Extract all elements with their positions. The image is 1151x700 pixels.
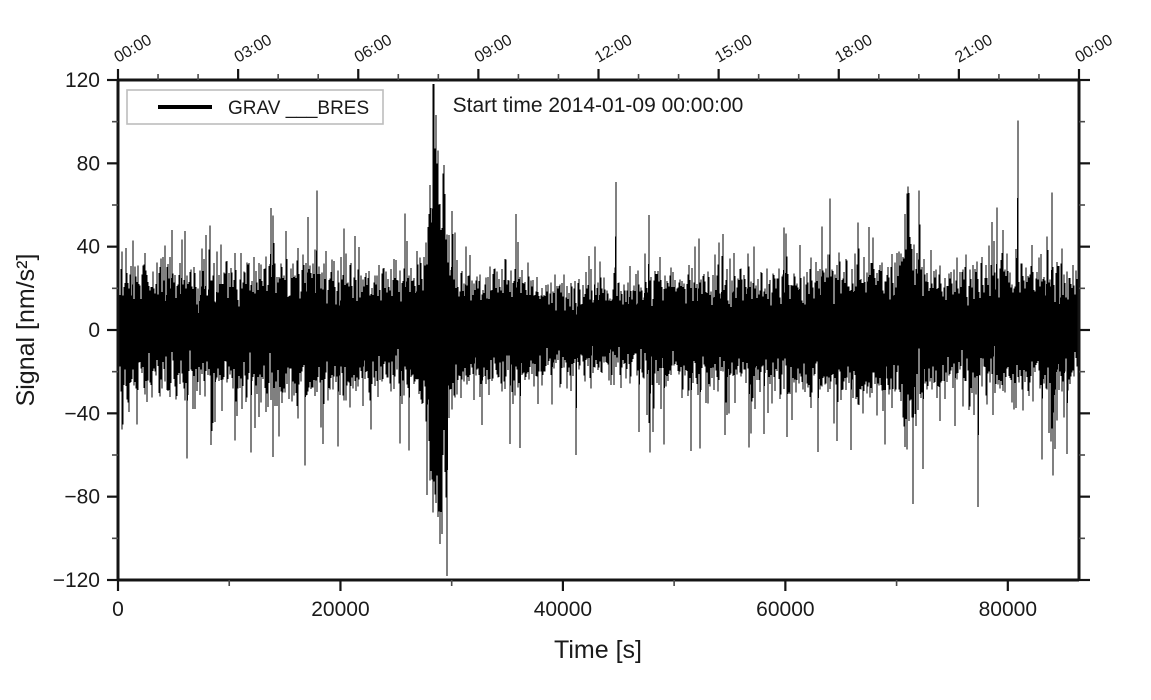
y-tick-label: −120 (53, 569, 100, 592)
y-tick-label: −40 (64, 402, 100, 425)
y-axis-right-ticks (1079, 78, 1090, 582)
x-tick-label: 0 (112, 598, 124, 621)
top-axis-ticks (116, 69, 1081, 80)
y-axis-ticks (107, 78, 118, 582)
chart-title: Start time 2014-01-09 00:00:00 (453, 94, 744, 117)
legend-label-grav-bres: GRAV ___BRES (228, 98, 369, 119)
legend[interactable]: GRAV ___BRES (126, 89, 384, 125)
y-axis-title: Signal [nm/s²] (12, 254, 40, 407)
y-tick-label: 40 (77, 236, 100, 259)
x-axis-title: Time [s] (554, 636, 642, 664)
x-tick-label: 60000 (756, 598, 814, 621)
y-tick-label: −80 (64, 486, 100, 509)
y-tick-label: 80 (77, 152, 100, 175)
x-axis-tick-labels: 0 20000 40000 60000 80000 (112, 598, 1037, 621)
x-tick-label: 80000 (979, 598, 1037, 621)
x-tick-label: 40000 (534, 598, 592, 621)
y-tick-label: 0 (88, 319, 100, 342)
signal-trace (117, 84, 1080, 576)
y-tick-label: 120 (65, 69, 100, 92)
signal-trace-group (117, 84, 1080, 576)
x-axis-ticks (116, 580, 1009, 591)
x-tick-label: 20000 (311, 598, 369, 621)
y-axis-tick-labels: 120 80 40 0 −40 −80 −120 (53, 69, 100, 592)
